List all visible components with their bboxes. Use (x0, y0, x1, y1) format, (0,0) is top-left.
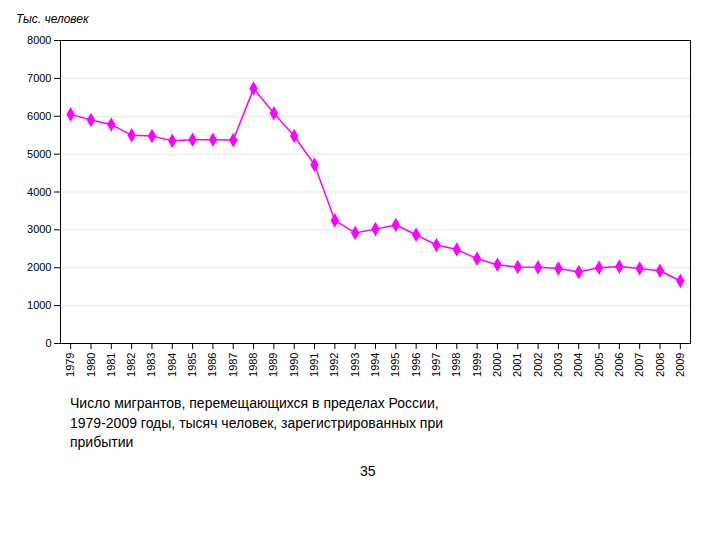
svg-text:2003: 2003 (552, 353, 564, 377)
svg-text:1989: 1989 (267, 353, 279, 377)
svg-text:4000: 4000 (27, 186, 51, 198)
svg-text:1982: 1982 (125, 353, 137, 377)
svg-text:1988: 1988 (247, 353, 259, 377)
svg-text:1987: 1987 (227, 353, 239, 377)
svg-text:7000: 7000 (27, 72, 51, 84)
svg-text:2008: 2008 (654, 353, 666, 377)
svg-text:1999: 1999 (471, 353, 483, 377)
html-text:Число мигрантов, перемещающихс: Число мигрантов, перемещающихся в предел… (70, 395, 443, 451)
svg-text:2000: 2000 (491, 353, 503, 377)
svg-text:1979: 1979 (64, 353, 76, 377)
svg-text:2006: 2006 (613, 353, 625, 377)
svg-text:1991: 1991 (308, 353, 320, 377)
svg-text:5000: 5000 (27, 148, 51, 160)
svg-text:2000: 2000 (27, 261, 51, 273)
svg-text:2004: 2004 (572, 353, 584, 377)
svg-text:1983: 1983 (145, 353, 157, 377)
svg-text:1000: 1000 (27, 299, 51, 311)
svg-text:6000: 6000 (27, 110, 51, 122)
html-text:35: 35 (360, 462, 376, 479)
svg-text:1998: 1998 (450, 353, 462, 377)
svg-text:1985: 1985 (186, 353, 198, 377)
svg-text:2005: 2005 (593, 353, 605, 377)
svg-text:1980: 1980 (85, 353, 97, 377)
svg-text:1990: 1990 (288, 353, 300, 377)
svg-text:8000: 8000 (27, 34, 51, 46)
svg-text:1981: 1981 (105, 353, 117, 377)
svg-text:2007: 2007 (633, 353, 645, 377)
svg-text:3000: 3000 (27, 223, 51, 235)
svg-text:1994: 1994 (369, 353, 381, 377)
svg-text:1986: 1986 (206, 353, 218, 377)
svg-text:0: 0 (45, 337, 51, 349)
svg-text:2001: 2001 (511, 353, 523, 377)
svg-text:2002: 2002 (532, 353, 544, 377)
svg-text:1992: 1992 (328, 353, 340, 377)
svg-text:1995: 1995 (389, 353, 401, 377)
svg-text:1993: 1993 (349, 353, 361, 377)
svg-text:1984: 1984 (166, 353, 178, 377)
html-text:Тыс. человек: Тыс. человек (16, 12, 89, 26)
svg-text:2009: 2009 (674, 353, 686, 377)
svg-text:1996: 1996 (410, 353, 422, 377)
svg-text:1997: 1997 (430, 353, 442, 377)
